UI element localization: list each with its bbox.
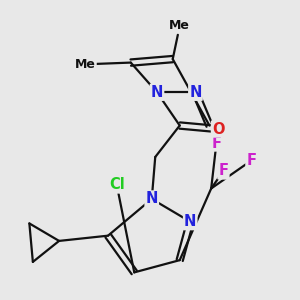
Text: Me: Me [75,58,96,71]
Text: F: F [218,164,228,178]
Text: Me: Me [169,20,190,32]
Text: N: N [146,191,158,206]
Text: F: F [212,136,221,151]
Text: O: O [212,122,224,136]
Text: Cl: Cl [109,178,125,193]
Text: F: F [246,153,256,168]
Text: N: N [151,85,163,100]
Text: N: N [184,214,197,229]
Text: N: N [189,85,202,100]
